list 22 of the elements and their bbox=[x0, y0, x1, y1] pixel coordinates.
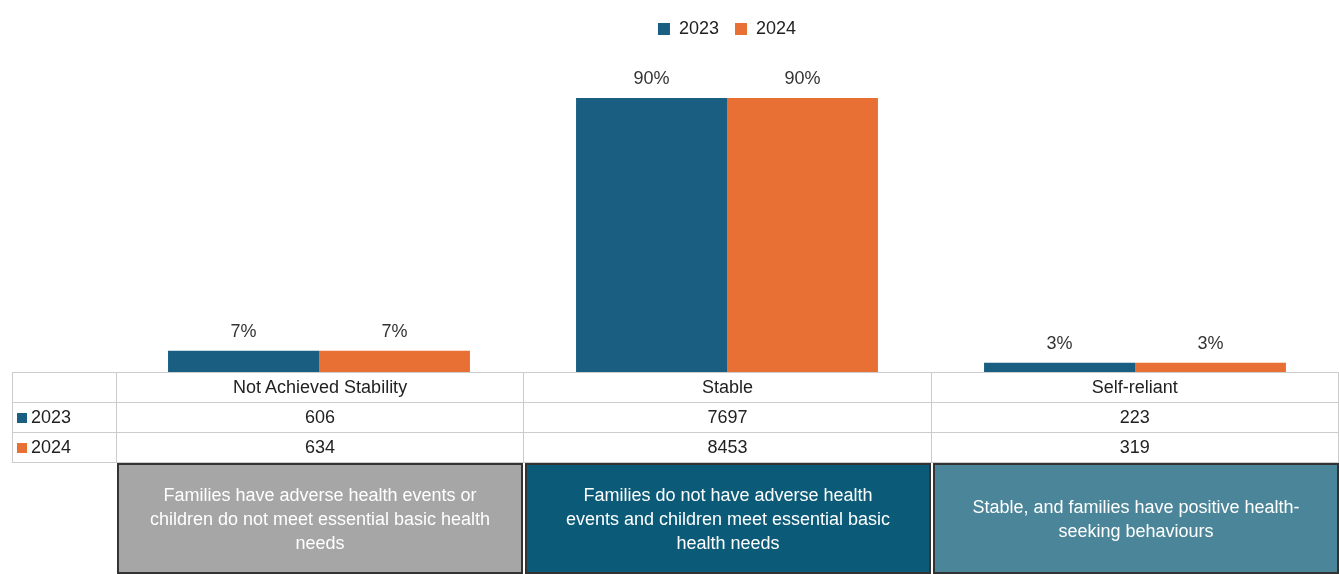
x-tick-label: Stable bbox=[523, 372, 932, 403]
text: Stable, and families have positive health-seeking behaviours bbox=[933, 463, 1339, 574]
text: 2023 bbox=[31, 407, 72, 427]
text: 606 bbox=[116, 402, 524, 433]
data-label: 90% bbox=[633, 67, 670, 88]
legend-label: 2023 bbox=[678, 17, 719, 38]
text: 319 bbox=[931, 432, 1339, 463]
text: 223 bbox=[931, 402, 1339, 433]
text: 8453 bbox=[523, 432, 932, 463]
text: 2024 bbox=[31, 437, 72, 457]
x-tick-label: Not Achieved Stability bbox=[116, 372, 524, 403]
text: Families have adverse health events or children do not meet essential basic health needs bbox=[117, 463, 523, 574]
data-label: 7% bbox=[230, 320, 257, 341]
x-tick-label: Self-reliant bbox=[931, 372, 1339, 403]
data-label: 7% bbox=[381, 320, 408, 341]
text: Families do not have adverse health events and children meet essential basic health needs bbox=[525, 463, 931, 574]
data-label: 3% bbox=[1046, 332, 1073, 353]
text: 634 bbox=[116, 432, 524, 463]
legend-label: 2024 bbox=[756, 17, 797, 38]
data-label: 90% bbox=[784, 67, 821, 88]
text: 7697 bbox=[523, 402, 932, 433]
data-label: 3% bbox=[1197, 332, 1224, 353]
